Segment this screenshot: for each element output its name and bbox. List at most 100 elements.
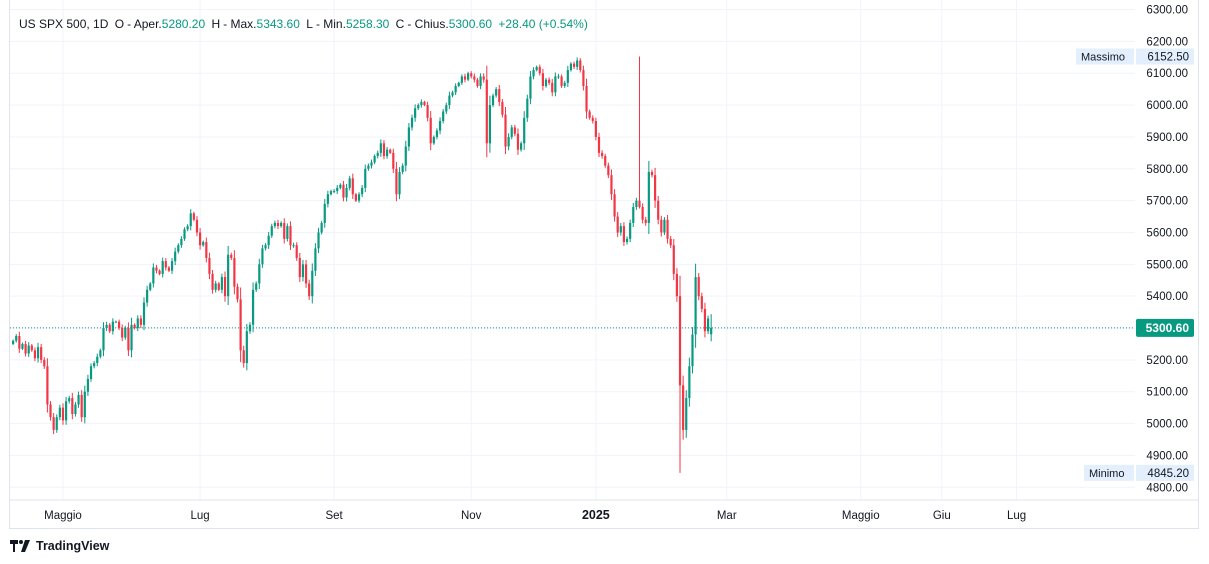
candle-body [454, 85, 457, 93]
symbol-title[interactable]: US SPX 500, 1D [19, 17, 109, 31]
candle-body [451, 92, 454, 96]
low-marker-label: Minimo [1089, 468, 1124, 480]
candle-body [301, 264, 305, 278]
candle-body [438, 121, 442, 131]
candlestick-chart[interactable]: 4800.00 4900.00 5000.00 5100.00 5200.00 5300.… [10, 0, 1198, 528]
candle-body [149, 283, 152, 290]
candle-body [273, 222, 276, 227]
high-marker-label-bg [1076, 48, 1134, 65]
candle-body [395, 168, 398, 195]
candle-body [86, 378, 90, 392]
candle-body [404, 146, 407, 166]
candle-body [267, 235, 270, 246]
candle-body [703, 308, 707, 332]
candle-body [638, 200, 641, 208]
candle-body [364, 168, 367, 188]
y-tick-label: 4900.00 [1146, 450, 1188, 462]
x-tick-label: 2025 [582, 508, 610, 522]
grid-lines [10, 0, 1135, 500]
candle-body [519, 143, 523, 150]
candle-body [442, 111, 445, 122]
candle-body [551, 82, 554, 93]
candle-body [189, 213, 192, 227]
y-tick-label: 6100.00 [1146, 68, 1188, 80]
y-tick-label: 5100.00 [1146, 387, 1188, 399]
candle-body [610, 175, 613, 195]
candle-body [117, 321, 121, 329]
candle-body [83, 391, 86, 418]
candle-body [560, 76, 563, 86]
candle-body [40, 347, 43, 360]
candle-body [245, 331, 248, 364]
candle-body [650, 171, 654, 176]
candle-body [58, 407, 61, 418]
last-price-value: 5300.60 [1146, 321, 1190, 335]
candle-body [635, 200, 638, 208]
candle-body [370, 162, 373, 166]
candle-body [379, 143, 382, 153]
candle-body [230, 254, 233, 258]
candle-body [678, 296, 682, 386]
candle-body [398, 171, 401, 195]
candle-body [632, 207, 635, 223]
candle-body [308, 283, 311, 297]
low-marker-value-bg [1136, 464, 1194, 481]
candle-body [554, 76, 557, 93]
high-marker-label: Massimo [1081, 52, 1125, 64]
candle-body [258, 264, 261, 284]
candle-body [526, 98, 529, 118]
chart-area[interactable]: 4800.00 4900.00 5000.00 5100.00 5200.00 5300.… [9, 0, 1199, 529]
candle-body [158, 270, 161, 274]
candle-body [146, 289, 149, 303]
y-tick-label: 5500.00 [1146, 259, 1188, 271]
candle-body [280, 222, 283, 227]
candle-body [585, 85, 588, 112]
candle-body [251, 289, 255, 325]
candle-body [127, 328, 130, 351]
candle-body [261, 248, 264, 265]
candle-body [71, 398, 74, 415]
last-price-badge [1136, 318, 1194, 337]
candle-body [121, 328, 124, 338]
close-value: 5300.60 [448, 17, 493, 31]
candle-body [74, 404, 77, 415]
candle-body [479, 76, 482, 86]
candle-body [688, 366, 691, 399]
x-tick-label: Nov [461, 510, 482, 522]
candle-body [663, 219, 666, 233]
brand-name: TradingView [36, 539, 110, 553]
y-tick-label: 5000.00 [1146, 419, 1188, 431]
candle-body [591, 117, 594, 122]
y-tick-label: 6200.00 [1146, 36, 1188, 48]
candle-body [660, 219, 663, 233]
candle-body [491, 95, 495, 106]
y-tick-label: 5200.00 [1146, 355, 1188, 367]
candle-body [205, 242, 208, 258]
candle-body [423, 101, 426, 106]
candle-body [485, 79, 488, 144]
candle-body [142, 302, 146, 325]
candle-body [541, 73, 544, 86]
candle-body [167, 267, 171, 271]
y-tick-label: 5400.00 [1146, 291, 1188, 303]
candle-body [410, 117, 414, 128]
candle-body [700, 296, 703, 309]
candle-body [326, 194, 329, 204]
candle-body [21, 343, 24, 349]
candle-body [64, 401, 68, 421]
candle-body [538, 66, 541, 74]
candle-body [495, 89, 498, 96]
tradingview-brand[interactable]: TradingView [10, 539, 109, 553]
candle-body [467, 73, 470, 80]
close-text: - Chius. [407, 17, 449, 31]
y-tick-label: 5800.00 [1146, 164, 1188, 176]
candle-body [292, 245, 295, 247]
candle-body [625, 238, 629, 243]
candle-body [186, 226, 189, 230]
candle-body [332, 191, 336, 193]
candle-body [217, 283, 220, 290]
candle-body [89, 366, 93, 379]
candle-body [114, 321, 118, 323]
candles [12, 56, 713, 473]
high-text: - Max. [223, 17, 257, 31]
